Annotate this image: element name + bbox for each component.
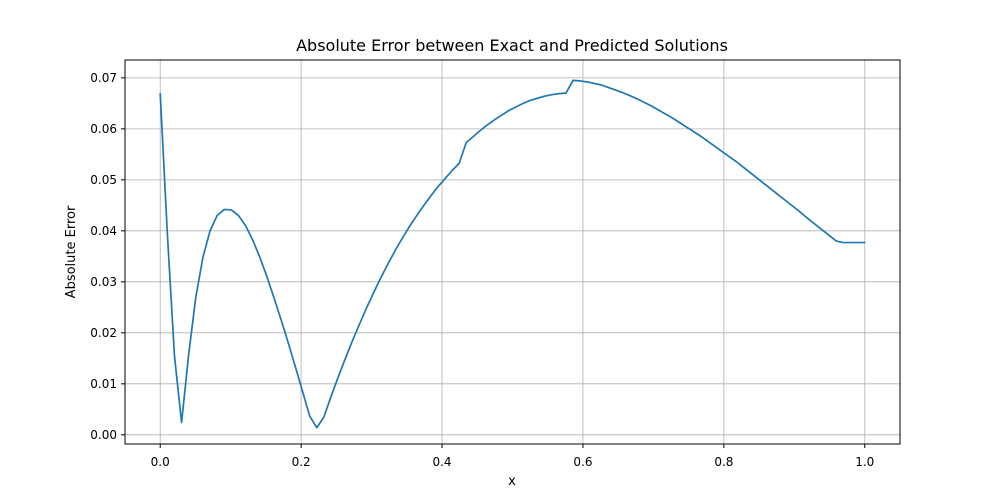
y-tick-label: 0.01 — [90, 377, 117, 391]
axes-frame — [124, 59, 901, 445]
y-tick-label: 0.02 — [90, 326, 117, 340]
chart-title: Absolute Error between Exact and Predict… — [296, 36, 728, 55]
absolute-error-line — [159, 79, 866, 429]
y-axis-label: Absolute Error — [64, 205, 79, 298]
x-tick-label: 0.2 — [292, 455, 311, 469]
x-tick-label: 0.0 — [151, 455, 170, 469]
x-tick-label: 0.4 — [432, 455, 451, 469]
x-axis-label: x — [508, 474, 516, 489]
x-tick-label: 1.0 — [855, 455, 874, 469]
grid — [125, 60, 900, 444]
plot-area — [159, 79, 866, 429]
y-tick-label: 0.04 — [90, 224, 117, 238]
y-tick-label: 0.03 — [90, 275, 117, 289]
y-tick-label: 0.06 — [90, 122, 117, 136]
y-tick-label: 0.00 — [90, 428, 117, 442]
y-tick-label: 0.07 — [90, 71, 117, 85]
ticks — [121, 77, 866, 448]
x-tick-label: 0.8 — [714, 455, 733, 469]
x-tick-label: 0.6 — [573, 455, 592, 469]
tick-labels: 0.0 0.2 0.4 0.6 0.8 1.0 0.00 0.01 0.02 0.03 0.04 0.… — [90, 71, 874, 469]
y-tick-label: 0.05 — [90, 173, 117, 187]
